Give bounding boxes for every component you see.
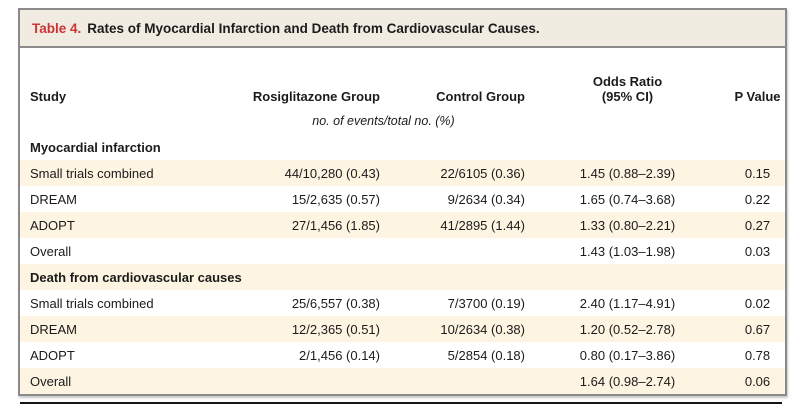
table-number-label: Table 4.	[32, 20, 82, 36]
table-row: DREAM 12/2,365 (0.51) 10/2634 (0.38) 1.2…	[20, 316, 785, 342]
study-cell: Small trials combined	[30, 165, 154, 181]
page-divider-rule	[20, 402, 782, 404]
rosiglitazone-cell: 15/2,635 (0.57)	[291, 191, 380, 207]
rosiglitazone-cell: 25/6,557 (0.38)	[291, 295, 380, 311]
p-value-cell: 0.15	[744, 165, 771, 181]
section-header-label: Death from cardiovascular causes	[30, 269, 242, 285]
p-value-cell: 0.78	[744, 347, 771, 363]
odds-ratio-cell: 1.45 (0.88–2.39)	[579, 165, 676, 181]
control-cell: 5/2854 (0.18)	[447, 347, 525, 363]
control-cell: 10/2634 (0.38)	[440, 321, 525, 337]
control-cell: 7/3700 (0.19)	[447, 295, 525, 311]
p-value-cell: 0.67	[744, 321, 771, 337]
study-cell: Overall	[30, 243, 72, 259]
p-value-cell: 0.06	[744, 373, 771, 389]
rosiglitazone-cell: 27/1,456 (1.85)	[291, 217, 380, 233]
table-row: ADOPT 27/1,456 (1.85) 41/2895 (1.44) 1.3…	[20, 212, 785, 238]
p-value-cell: 0.22	[744, 191, 771, 207]
column-header-row: Study Rosiglitazone Group Control Group …	[20, 48, 785, 108]
table-row: Overall 1.43 (1.03–1.98) 0.03	[20, 238, 785, 264]
p-value-cell: 0.02	[744, 295, 771, 311]
table-row: Small trials combined 44/10,280 (0.43) 2…	[20, 160, 785, 186]
odds-ratio-cell: 0.80 (0.17–3.86)	[579, 347, 676, 363]
study-cell: ADOPT	[30, 217, 75, 233]
table-title-bar: Table 4. Rates of Myocardial Infarction …	[20, 10, 785, 48]
table-card: Table 4. Rates of Myocardial Infarction …	[18, 8, 787, 396]
p-value-cell: 0.27	[744, 217, 771, 233]
odds-ratio-cell: 1.43 (1.03–1.98)	[579, 243, 676, 259]
table-row: Small trials combined 25/6,557 (0.38) 7/…	[20, 290, 785, 316]
section-header-label: Myocardial infarction	[30, 139, 161, 155]
odds-ratio-cell: 1.33 (0.80–2.21)	[579, 217, 676, 233]
section-header-row: Death from cardiovascular causes	[20, 264, 785, 290]
odds-ratio-cell: 2.40 (1.17–4.91)	[579, 295, 676, 311]
column-header-study: Study	[30, 89, 67, 104]
control-cell: 9/2634 (0.34)	[447, 191, 525, 207]
study-cell: Overall	[30, 373, 72, 389]
study-cell: DREAM	[30, 321, 77, 337]
study-cell: DREAM	[30, 191, 77, 207]
section-header-row: Myocardial infarction	[20, 134, 785, 160]
odds-ratio-cell: 1.20 (0.52–2.78)	[579, 321, 676, 337]
study-cell: ADOPT	[30, 347, 75, 363]
units-note-row: no. of events/total no. (%)	[20, 108, 785, 134]
column-header-control: Control Group	[436, 89, 525, 104]
column-header-p-value: P Value	[734, 89, 781, 104]
control-cell: 22/6105 (0.36)	[440, 165, 525, 181]
rosiglitazone-cell: 44/10,280 (0.43)	[284, 165, 380, 181]
table-title-text: Rates of Myocardial Infarction and Death…	[87, 20, 540, 36]
control-cell: 41/2895 (1.44)	[440, 217, 525, 233]
study-cell: Small trials combined	[30, 295, 154, 311]
rosiglitazone-cell: 2/1,456 (0.14)	[299, 347, 380, 363]
table-row: ADOPT 2/1,456 (0.14) 5/2854 (0.18) 0.80 …	[20, 342, 785, 368]
units-note: no. of events/total no. (%)	[312, 114, 455, 128]
table-row: Overall 1.64 (0.98–2.74) 0.06	[20, 368, 785, 394]
column-header-odds-ratio: Odds Ratio (95% CI)	[525, 74, 730, 108]
column-header-rosiglitazone: Rosiglitazone Group	[252, 89, 380, 104]
rosiglitazone-cell: 12/2,365 (0.51)	[291, 321, 380, 337]
odds-ratio-header-line1: Odds Ratio	[592, 74, 663, 89]
odds-ratio-header-line2: (95% CI)	[601, 89, 654, 104]
odds-ratio-cell: 1.64 (0.98–2.74)	[579, 373, 676, 389]
p-value-cell: 0.03	[744, 243, 771, 259]
table-row: DREAM 15/2,635 (0.57) 9/2634 (0.34) 1.65…	[20, 186, 785, 212]
odds-ratio-cell: 1.65 (0.74–3.68)	[579, 191, 676, 207]
